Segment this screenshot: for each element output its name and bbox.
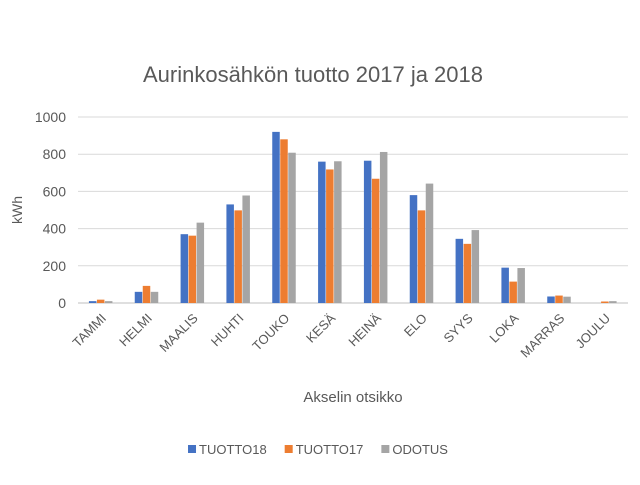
bar-odotus-0 (104, 301, 113, 303)
y-axis-label: kWh (9, 196, 25, 224)
x-tick-label: TOUKO (249, 311, 292, 354)
bar-odotus-4 (288, 152, 296, 303)
bar-tuotto18-7 (409, 195, 418, 303)
y-tick-label: 600 (43, 183, 67, 199)
bar-odotus-11 (609, 301, 617, 303)
x-tick-label: HELMI (116, 311, 155, 350)
legend-label: TUOTTO18 (199, 442, 267, 457)
bar-tuotto17-6 (371, 178, 380, 303)
x-tick-label: HUHTI (208, 311, 247, 350)
legend-label: ODOTUS (392, 442, 448, 457)
bar-tuotto18-8 (455, 238, 464, 303)
x-tick-label: LOKA (486, 310, 521, 345)
bar-tuotto17-7 (417, 210, 426, 303)
chart-title: Aurinkosähkön tuotto 2017 ja 2018 (143, 62, 483, 87)
legend-swatch (284, 445, 293, 453)
y-tick-label: 1000 (35, 109, 66, 125)
bars (88, 131, 617, 303)
gridlines (78, 116, 628, 304)
bar-odotus-8 (471, 230, 480, 303)
legend: TUOTTO18 TUOTTO17 ODOTUS (188, 442, 448, 457)
bar-tuotto17-5 (326, 169, 334, 303)
bar-odotus-2 (196, 222, 205, 303)
bar-odotus-6 (379, 151, 388, 303)
legend-swatch (381, 445, 390, 453)
x-tick-label: TAMMI (69, 311, 109, 351)
bar-tuotto17-3 (234, 210, 242, 303)
bar-tuotto17-8 (463, 243, 472, 303)
bar-tuotto18-3 (226, 204, 234, 303)
x-tick-label: KESÄ (303, 310, 338, 345)
y-tick-label: 800 (43, 146, 67, 162)
x-tick-label: MARRAS (517, 310, 567, 360)
bar-odotus-10 (563, 296, 571, 303)
legend-swatch (188, 445, 197, 453)
x-tick-label: ELO (401, 311, 430, 340)
x-tick-label: MAALIS (156, 310, 201, 355)
bar-tuotto17-0 (96, 299, 105, 303)
x-axis-ticks: TAMMI HELMI MAALIS HUHTI TOUKO KESÄ HEINÄ ELO SY… (69, 310, 613, 360)
bar-tuotto17-1 (142, 285, 151, 303)
bar-tuotto17-2 (188, 235, 197, 303)
bar-tuotto18-10 (547, 296, 555, 303)
bar-tuotto17-10 (555, 295, 563, 303)
legend-item-tuotto18: TUOTTO18 (188, 442, 267, 457)
bar-tuotto18-6 (363, 160, 372, 303)
bar-odotus-1 (150, 291, 159, 303)
y-axis-ticks: 0 200 400 600 800 1000 (35, 109, 66, 311)
y-tick-label: 400 (43, 221, 67, 237)
bar-tuotto17-11 (601, 301, 609, 303)
bar-odotus-3 (242, 195, 250, 303)
bar-odotus-9 (517, 268, 525, 303)
y-tick-label: 200 (43, 258, 67, 274)
bar-tuotto17-4 (280, 139, 288, 303)
legend-item-odotus: ODOTUS (381, 442, 448, 457)
bar-tuotto18-1 (134, 291, 143, 303)
bar-tuotto18-2 (180, 234, 189, 303)
y-tick-label: 0 (58, 295, 66, 311)
bar-tuotto18-9 (501, 267, 509, 303)
bar-tuotto18-0 (88, 301, 97, 303)
x-axis-label: Akselin otsikko (303, 389, 402, 406)
bar-odotus-7 (425, 183, 434, 303)
bar-odotus-5 (334, 161, 342, 303)
x-tick-label: SYYS (441, 310, 476, 345)
x-tick-label: JOULU (572, 311, 613, 352)
legend-label: TUOTTO17 (296, 442, 364, 457)
legend-item-tuotto17: TUOTTO17 (284, 442, 364, 457)
bar-tuotto18-4 (272, 131, 280, 303)
x-tick-label: HEINÄ (345, 310, 384, 349)
bar-tuotto17-9 (509, 281, 517, 303)
bar-tuotto18-5 (318, 161, 326, 303)
